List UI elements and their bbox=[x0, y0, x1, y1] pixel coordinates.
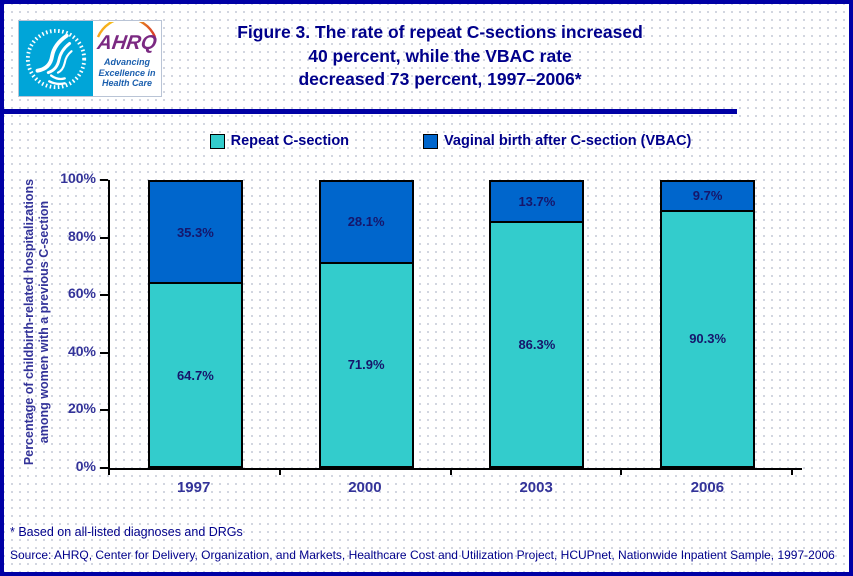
xtick-mark-0 bbox=[108, 468, 110, 475]
x-axis-extension bbox=[793, 468, 802, 470]
ytick-label-60: 60% bbox=[67, 285, 96, 302]
source-line: Source: AHRQ, Center for Delivery, Organ… bbox=[10, 548, 835, 562]
bar-2003: 13.7% 86.3% bbox=[489, 180, 585, 468]
rainbow-arc-icon bbox=[96, 22, 157, 38]
bar-segment-2003-vbac: 13.7% bbox=[491, 182, 583, 221]
chart-legend: Repeat C-section Vaginal birth after C-s… bbox=[108, 133, 793, 149]
ytick-label-80: 80% bbox=[67, 227, 96, 244]
ahrq-tagline: Advancing Excellence in Health Care bbox=[93, 57, 161, 89]
bar-segment-2006-repeat-csection: 90.3% bbox=[662, 209, 754, 466]
bar-value-label-2000-vbac: 28.1% bbox=[347, 214, 385, 230]
tagline-line: Advancing bbox=[103, 57, 150, 67]
figure-title-line: 40 percent, while the VBAC rate bbox=[308, 45, 572, 66]
bars-row: 35.3% 64.7% 28.1% 71.9% 13.7% 86.3% 9.7% 90.3% bbox=[110, 180, 793, 468]
xtick-mark-1 bbox=[278, 468, 281, 475]
ahrq-logo-text: AHRQ Advancing Excellence in Health Care bbox=[93, 21, 161, 96]
x-label-2003: 2003 bbox=[519, 479, 553, 496]
bar-2000: 28.1% 71.9% bbox=[318, 180, 414, 468]
bar-value-label-2003-vbac: 13.7% bbox=[518, 193, 556, 209]
bar-segment-2000-repeat-csection: 71.9% bbox=[320, 261, 412, 466]
bar-value-label-1997-vbac: 35.3% bbox=[176, 224, 214, 240]
ytick-mark-80 bbox=[100, 236, 108, 239]
ytick-label-40: 40% bbox=[67, 342, 96, 359]
bar-value-label-2006-vbac: 9.7% bbox=[692, 188, 723, 204]
legend-label-repeat-csection: Repeat C-section bbox=[230, 133, 350, 149]
x-label-1997: 1997 bbox=[176, 479, 211, 496]
figure-title-line: decreased 73 percent, 1997–2006* bbox=[298, 69, 582, 89]
footnote: * Based on all-listed diagnoses and DRGs bbox=[10, 525, 243, 539]
ytick-label-100: 100% bbox=[60, 170, 96, 186]
bar-group-2000: 28.1% 71.9% bbox=[281, 180, 452, 468]
y-axis-title-line: Percentage of childbirth-related hospita… bbox=[22, 178, 36, 466]
plot-area: 100% 80% 60% 40% 20% 0% 35.3% 64.7% 28.1% 71.9% 13… bbox=[60, 170, 802, 475]
bar-segment-2003-repeat-csection: 86.3% bbox=[491, 220, 583, 466]
bar-1997: 35.3% 64.7% bbox=[147, 180, 243, 468]
bar-value-label-2000-repeat-csection: 71.9% bbox=[347, 357, 385, 373]
ytick-mark-100 bbox=[100, 179, 108, 181]
tagline-line: Excellence in bbox=[98, 67, 156, 78]
ahrq-logo: AHRQ Advancing Excellence in Health Care bbox=[18, 20, 162, 97]
x-label-2000: 2000 bbox=[348, 479, 382, 496]
ytick-mark-40 bbox=[100, 351, 108, 354]
figure-title-line: Figure 3. The rate of repeat C-sections … bbox=[237, 22, 643, 42]
xtick-mark-2 bbox=[449, 468, 452, 475]
legend-label-vbac: Vaginal birth after C-section (VBAC) bbox=[444, 133, 692, 149]
y-axis-title: Percentage of childbirth-related hospita… bbox=[22, 157, 52, 487]
legend-item-repeat-csection: Repeat C-section bbox=[209, 133, 350, 149]
bar-segment-1997-repeat-csection: 64.7% bbox=[149, 282, 241, 466]
bar-group-2006: 9.7% 90.3% bbox=[622, 180, 793, 468]
legend-swatch-repeat-csection bbox=[209, 133, 225, 149]
x-axis-labels: 1997 2000 2003 2006 bbox=[108, 479, 793, 496]
ytick-mark-20 bbox=[100, 409, 108, 412]
bar-segment-2000-vbac: 28.1% bbox=[320, 182, 412, 262]
hhs-seal-icon bbox=[19, 21, 93, 96]
header-divider bbox=[0, 109, 737, 114]
xtick-mark-3 bbox=[620, 468, 623, 475]
ytick-mark-0 bbox=[100, 467, 108, 469]
bar-value-label-1997-repeat-csection: 64.7% bbox=[176, 367, 214, 383]
xtick-mark-4 bbox=[791, 468, 793, 475]
legend-swatch-vbac bbox=[423, 133, 439, 149]
bar-segment-2006-vbac: 9.7% bbox=[662, 182, 754, 210]
y-axis-title-line: among women with a previous C-section bbox=[37, 200, 51, 444]
legend-item-vbac: Vaginal birth after C-section (VBAC) bbox=[423, 133, 691, 149]
tagline-line: Health Care bbox=[101, 78, 153, 88]
ytick-label-0: 0% bbox=[75, 458, 96, 474]
bar-value-label-2006-repeat-csection: 90.3% bbox=[689, 331, 727, 347]
x-label-2006: 2006 bbox=[690, 479, 725, 496]
bar-group-1997: 35.3% 64.7% bbox=[110, 180, 281, 468]
figure-title: Figure 3. The rate of repeat C-sections … bbox=[150, 21, 730, 92]
bar-2006: 9.7% 90.3% bbox=[660, 180, 756, 468]
bar-group-2003: 13.7% 86.3% bbox=[452, 180, 623, 468]
bar-value-label-2003-repeat-csection: 86.3% bbox=[518, 336, 556, 352]
bar-segment-1997-vbac: 35.3% bbox=[149, 182, 241, 283]
ytick-mark-60 bbox=[100, 294, 108, 297]
ytick-label-20: 20% bbox=[67, 400, 96, 417]
